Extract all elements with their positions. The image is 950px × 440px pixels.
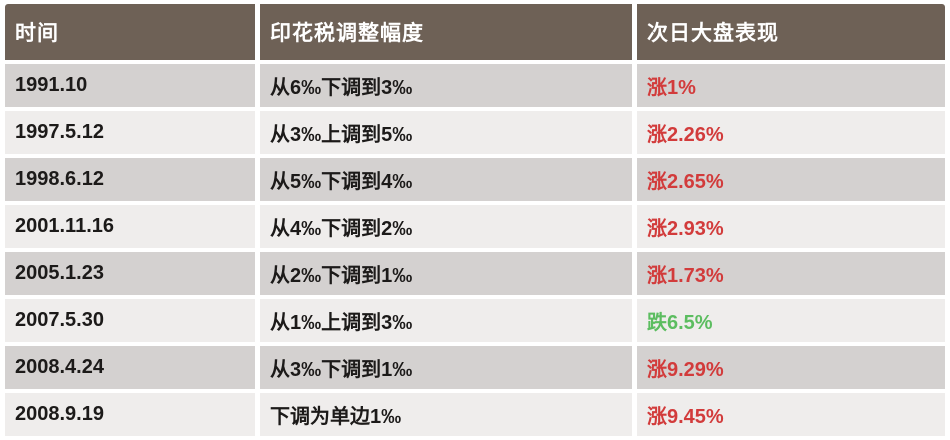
time-cell: 1998.6.12: [5, 158, 255, 201]
adjustment-cell: 从4‰下调到2‰: [260, 205, 632, 248]
table-row: 2001.11.16 从4‰下调到2‰ 涨2.93%: [5, 205, 945, 248]
column-header-next-day: 次日大盘表现: [637, 4, 945, 60]
next-day-cell: 跌6.5%: [637, 299, 945, 342]
time-cell: 2007.5.30: [5, 299, 255, 342]
table-row: 2008.4.24 从3‰下调到1‰ 涨9.29%: [5, 346, 945, 389]
next-day-cell: 涨1.73%: [637, 252, 945, 295]
column-header-adjustment: 印花税调整幅度: [260, 4, 632, 60]
next-day-cell: 涨2.26%: [637, 111, 945, 154]
table-row: 2005.1.23 从2‰下调到1‰ 涨1.73%: [5, 252, 945, 295]
table-row: 2007.5.30 从1‰上调到3‰ 跌6.5%: [5, 299, 945, 342]
time-cell: 1997.5.12: [5, 111, 255, 154]
table-row: 1991.10 从6‰下调到3‰ 涨1%: [5, 64, 945, 107]
table-row: 1998.6.12 从5‰下调到4‰ 涨2.65%: [5, 158, 945, 201]
next-day-cell: 涨2.93%: [637, 205, 945, 248]
column-header-time: 时间: [5, 4, 255, 60]
time-cell: 1991.10: [5, 64, 255, 107]
time-cell: 2001.11.16: [5, 205, 255, 248]
time-cell: 2008.4.24: [5, 346, 255, 389]
table-row: 2008.9.19 下调为单边1‰ 涨9.45%: [5, 393, 945, 436]
next-day-cell: 涨9.45%: [637, 393, 945, 436]
adjustment-cell: 从6‰下调到3‰: [260, 64, 632, 107]
adjustment-cell: 下调为单边1‰: [260, 393, 632, 436]
header-row: 时间 印花税调整幅度 次日大盘表现: [5, 4, 945, 60]
adjustment-cell: 从1‰上调到3‰: [260, 299, 632, 342]
adjustment-cell: 从3‰上调到5‰: [260, 111, 632, 154]
time-cell: 2005.1.23: [5, 252, 255, 295]
next-day-cell: 涨1%: [637, 64, 945, 107]
adjustment-cell: 从5‰下调到4‰: [260, 158, 632, 201]
next-day-cell: 涨9.29%: [637, 346, 945, 389]
next-day-cell: 涨2.65%: [637, 158, 945, 201]
table-row: 1997.5.12 从3‰上调到5‰ 涨2.26%: [5, 111, 945, 154]
adjustment-cell: 从2‰下调到1‰: [260, 252, 632, 295]
time-cell: 2008.9.19: [5, 393, 255, 436]
adjustment-cell: 从3‰下调到1‰: [260, 346, 632, 389]
